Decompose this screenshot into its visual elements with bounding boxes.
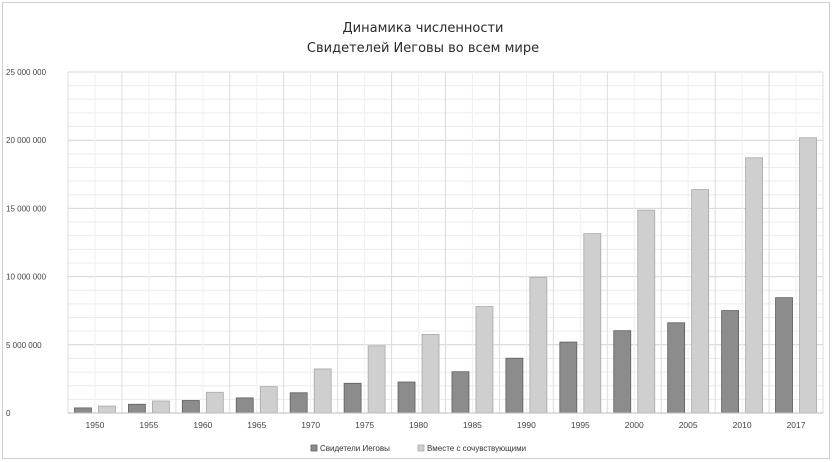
chart-title-line-2: Свидетелей Иеговы во всем мире [307, 41, 539, 56]
x-tick-label: 2005 [679, 420, 698, 430]
legend: Свидетели Иеговы Вместе с сочувствующими [310, 444, 526, 453]
bar-with-sympathizers-1980 [421, 334, 440, 414]
bar-witnesses-1965 [235, 397, 254, 414]
x-tick-label: 1975 [355, 420, 374, 430]
x-tick-label: 1995 [571, 420, 590, 430]
bar-witnesses-1980 [397, 381, 416, 414]
chart-title-line-1: Динамика численности [343, 21, 504, 36]
bar-witnesses-2000 [613, 330, 632, 414]
legend-label: Вместе с сочувствующими [427, 444, 526, 453]
bar-witnesses-1985 [451, 371, 470, 414]
x-tick-label: 2000 [625, 420, 644, 430]
y-tick-labels: 0 5 000 000 10 000 000 15 000 000 20 000 000… [6, 68, 47, 418]
bar-with-sympathizers-1955 [151, 400, 170, 414]
grid-lines [67, 71, 824, 413]
legend-label: Свидетели Иеговы [320, 444, 390, 453]
y-tick-label: 0 [6, 409, 11, 418]
bar-witnesses-1950 [74, 407, 92, 414]
bar-witnesses-1995 [559, 341, 578, 414]
x-tick-labels: 1950 1955 1960 1965 1970 1975 1980 1985 1990 1995… [86, 420, 806, 430]
bar-with-sympathizers-2010 [745, 157, 764, 414]
x-tick-label: 2010 [733, 420, 752, 430]
bar-witnesses-2010 [721, 310, 740, 414]
bar-witnesses-2005 [667, 322, 686, 414]
bar-with-sympathizers-1990 [529, 276, 548, 414]
bar-with-sympathizers-1975 [367, 345, 386, 414]
x-tick-label: 1970 [301, 420, 320, 430]
bar-with-sympathizers-1985 [475, 306, 494, 414]
bar-witnesses-1990 [505, 357, 524, 414]
legend-swatch [310, 444, 318, 452]
x-tick-label: 1950 [86, 420, 105, 430]
bar-with-sympathizers-1970 [313, 368, 332, 414]
x-tick-label: 1955 [139, 420, 158, 430]
bar-witnesses-1955 [127, 403, 146, 414]
bar-with-sympathizers-2000 [637, 209, 656, 414]
bar-witnesses-1975 [343, 382, 362, 414]
x-tick-label: 1980 [409, 420, 428, 430]
x-tick-label: 2017 [787, 420, 806, 430]
bar-with-sympathizers-2017 [799, 137, 817, 414]
bar-with-sympathizers-1995 [583, 233, 602, 414]
bar-with-sympathizers-2005 [691, 189, 710, 414]
x-tick-label: 1985 [463, 420, 482, 430]
bar-witnesses-1970 [289, 392, 308, 414]
y-tick-label: 25 000 000 [6, 68, 47, 77]
x-tick-label: 1960 [193, 420, 212, 430]
y-tick-label: 5 000 000 [6, 341, 42, 350]
bar-witnesses-2017 [775, 297, 793, 414]
bar-with-sympathizers-1965 [259, 386, 278, 414]
legend-swatch [417, 444, 425, 452]
x-tick-label: 1965 [247, 420, 266, 430]
x-tick-label: 1990 [517, 420, 536, 430]
bar-with-sympathizers-1950 [98, 405, 116, 414]
bar-witnesses-1960 [181, 400, 200, 414]
y-tick-label: 10 000 000 [6, 273, 47, 282]
bar-with-sympathizers-1960 [205, 391, 224, 414]
y-tick-label: 20 000 000 [6, 136, 47, 145]
y-tick-label: 15 000 000 [6, 204, 47, 213]
